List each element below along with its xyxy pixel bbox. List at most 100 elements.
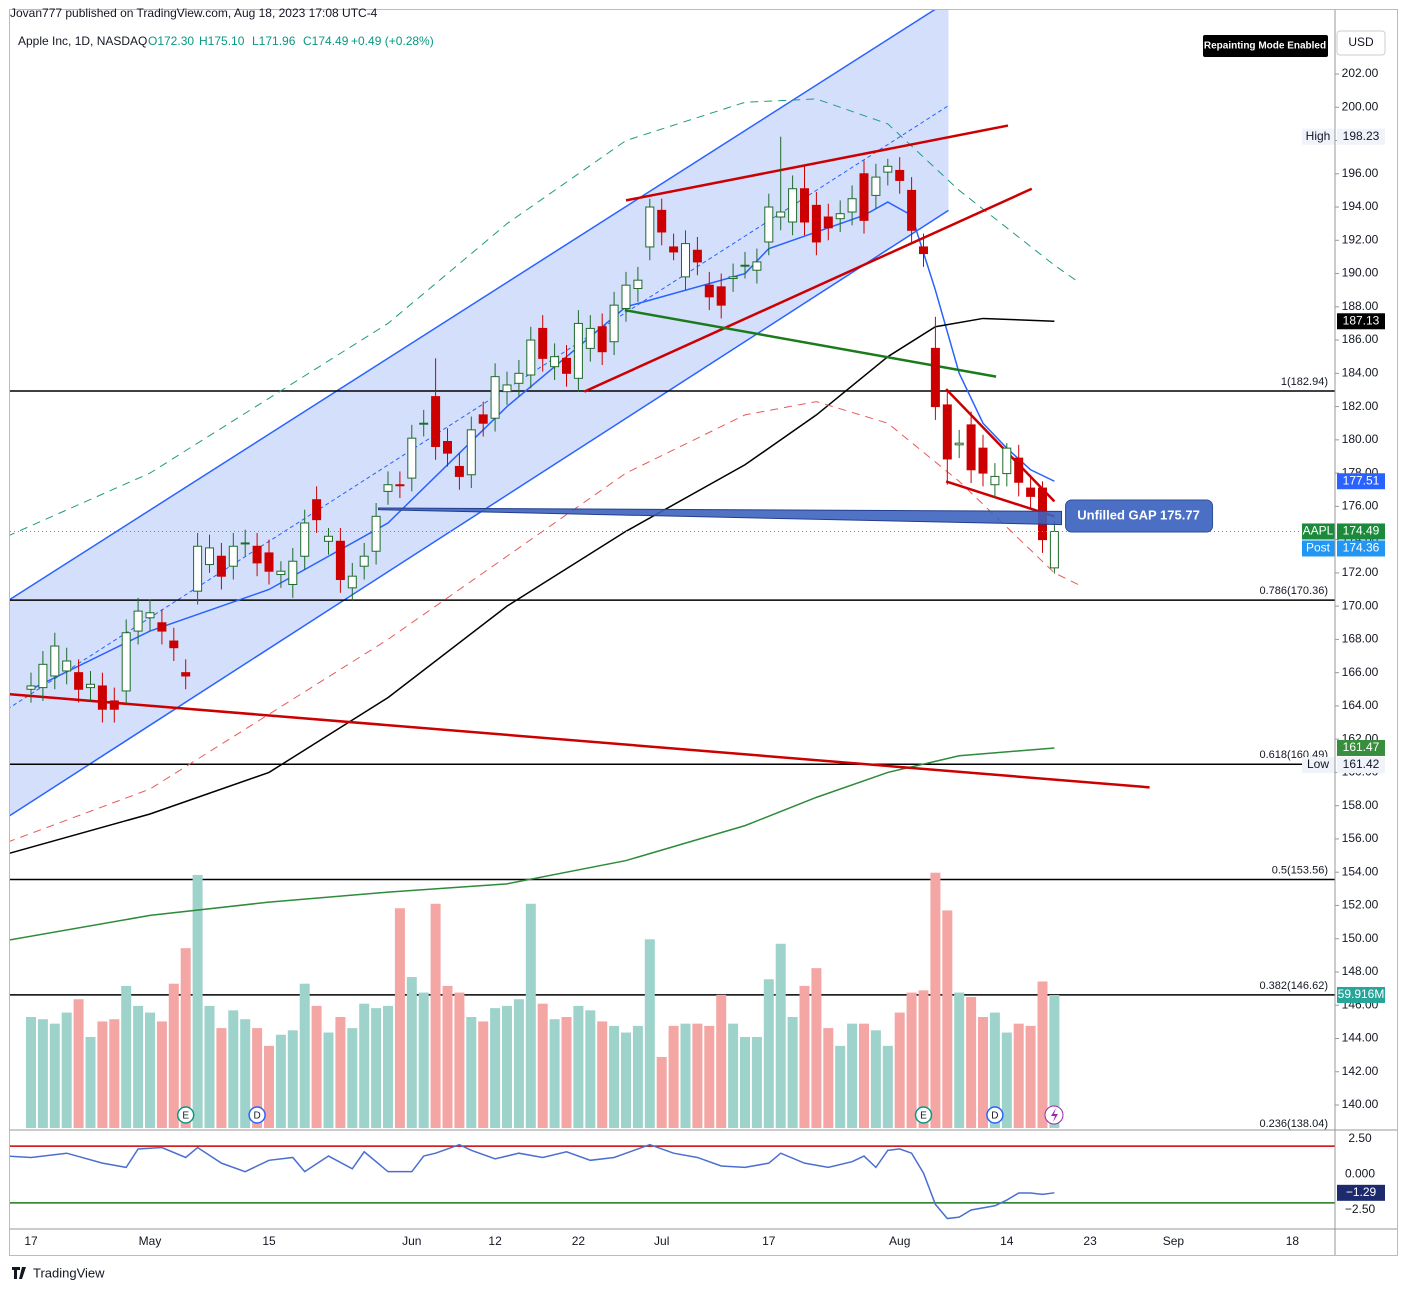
event-label: E (182, 1111, 189, 1122)
x-tick-label: 22 (572, 1234, 586, 1248)
volume-bar (37, 1019, 48, 1128)
candle-body (359, 555, 369, 567)
candle-body (145, 612, 155, 619)
candle-body (562, 357, 571, 374)
price-tag: 174.36 (1343, 541, 1380, 555)
volume-bar (490, 1008, 501, 1128)
volume-bar (859, 1023, 869, 1128)
currency-box (1336, 30, 1386, 56)
volume-bar (656, 1056, 667, 1128)
candle-body (776, 211, 786, 218)
volume-bar (585, 1010, 596, 1128)
candle-body (847, 198, 857, 213)
overlay-line (583, 187, 1033, 393)
candle-body (395, 484, 405, 487)
candle-body (573, 322, 583, 379)
x-tick-label: Jul (654, 1234, 669, 1248)
alert-bolt (1051, 1108, 1058, 1122)
overlay-line (945, 388, 1056, 503)
volume-bar (847, 1023, 858, 1128)
volume-bar (85, 1036, 96, 1128)
price-tag-bg (1337, 756, 1385, 773)
price-tag: 198.23 (1343, 129, 1380, 143)
volume-bar (835, 1045, 846, 1128)
candle-body (657, 209, 667, 233)
quote-item: +0.49 (+0.28%) (351, 34, 434, 48)
volume-bar (418, 992, 429, 1128)
y-tick-label: 158.00 (1342, 798, 1379, 812)
tag-name-bg (1302, 523, 1335, 540)
volume-bar (145, 1012, 155, 1128)
candle-body (264, 552, 274, 572)
candle-body (704, 284, 714, 298)
x-tick-label: 15 (262, 1234, 276, 1248)
candle-body (431, 396, 441, 447)
x-tick-label: 17 (762, 1234, 776, 1248)
tag-name: Post (1306, 541, 1331, 555)
volume-bar (525, 903, 536, 1128)
y-tick-label: 176.00 (1342, 499, 1379, 513)
y-tick-label: 184.00 (1342, 365, 1379, 379)
tag-name: Low (1307, 757, 1329, 771)
candle-body (645, 206, 655, 248)
candle-body (550, 356, 560, 368)
volume-bar (1049, 994, 1060, 1128)
candle-body (490, 376, 500, 419)
price-tag-bg (1337, 523, 1385, 540)
volume-bar (502, 1005, 512, 1128)
price-tag: 161.42 (1343, 757, 1380, 771)
volume-bar (180, 948, 191, 1128)
volume-bar (942, 910, 953, 1128)
y-tick-label: 192.00 (1342, 232, 1379, 246)
candle-body (883, 165, 893, 173)
volume-bar (26, 1017, 36, 1128)
volume-bar (906, 992, 917, 1128)
price-tag-bg (1337, 540, 1385, 557)
candle-body (1026, 487, 1036, 497)
candle-body (121, 632, 131, 692)
candle-body (907, 189, 917, 231)
volume-bar (228, 1010, 239, 1128)
candle-body (752, 261, 762, 271)
candle-body (407, 437, 417, 479)
volume-bar (799, 985, 810, 1128)
volume-bar (287, 1030, 298, 1128)
volume-bar (882, 1045, 893, 1128)
volume-bar (513, 999, 524, 1128)
fib-label: 0.786(170.36) (1260, 585, 1329, 597)
price-tag-bg (1337, 739, 1385, 756)
osc-tick-label: 0.000 (1345, 1167, 1375, 1181)
channel-fill (10, 10, 949, 816)
volume-bar (1025, 1025, 1036, 1128)
y-tick-label: 148.00 (1342, 964, 1379, 978)
volume-bar (966, 997, 977, 1128)
volume-bar (609, 1025, 620, 1128)
oscillator-pane (10, 1143, 1335, 1220)
event-icon (986, 1106, 1004, 1124)
volume-bar (728, 1023, 739, 1128)
volume-bar (442, 985, 453, 1128)
price-tag: 177.51 (1343, 473, 1380, 487)
y-tick-label: 166.00 (1342, 665, 1379, 679)
volume-bar (275, 1034, 286, 1128)
volume-bar (740, 1036, 750, 1128)
overlay-line (10, 401, 1079, 842)
y-tick-label: 202.00 (1342, 66, 1379, 80)
volume-bar (394, 908, 405, 1128)
candle-body (347, 575, 357, 589)
y-tick-label: 190.00 (1342, 266, 1379, 280)
quote-item: H175.10 (199, 34, 245, 48)
price-tag: 161.47 (1343, 740, 1380, 754)
candle-body (205, 547, 214, 566)
x-tick-label: 14 (1000, 1234, 1014, 1248)
volume-bar (716, 994, 727, 1128)
candle-body (740, 264, 750, 267)
candle-body (169, 640, 179, 649)
tag-name: AAPL (1303, 524, 1334, 538)
candle-body (764, 206, 774, 243)
candle-body (443, 441, 452, 454)
candle-body (454, 465, 464, 477)
candle-body (216, 555, 226, 577)
candle-body (919, 246, 928, 255)
